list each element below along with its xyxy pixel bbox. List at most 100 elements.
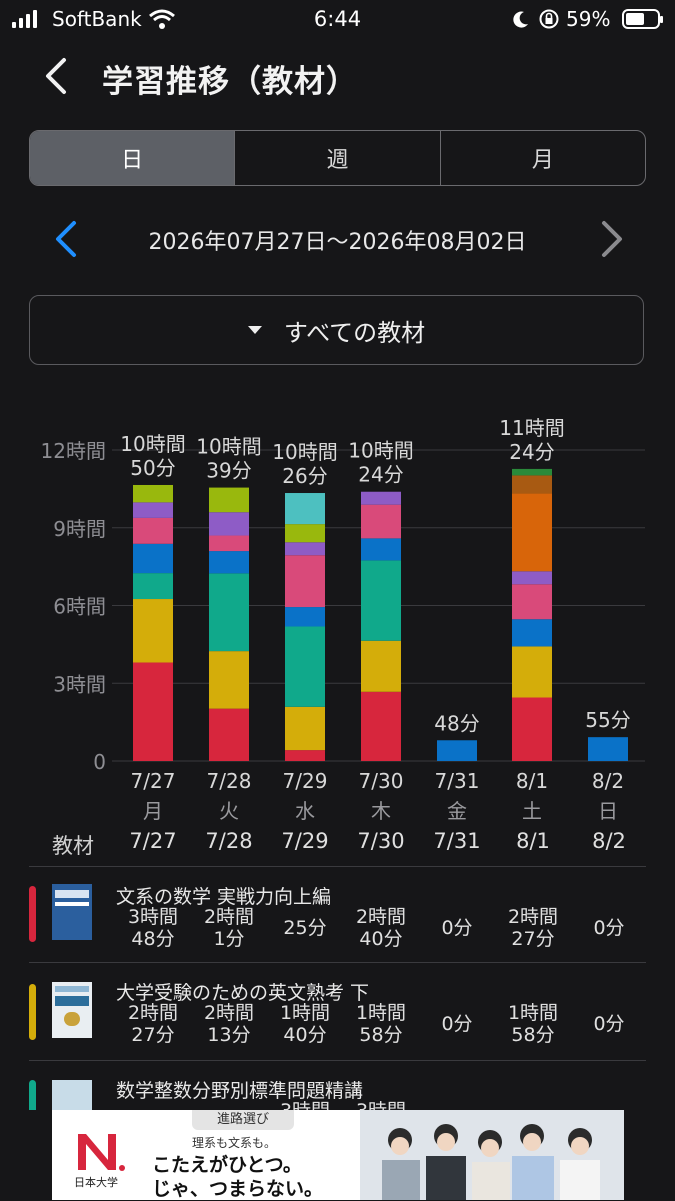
bar-segment bbox=[512, 697, 552, 761]
bar-segment bbox=[285, 524, 325, 543]
cell-hours: 2時間 bbox=[507, 906, 559, 928]
bar-total-label: 55分 bbox=[585, 708, 630, 732]
cell-minutes: 40分 bbox=[359, 928, 403, 950]
bar-segment bbox=[588, 737, 628, 761]
bar-segment bbox=[209, 487, 249, 513]
book-cover-thumbnail bbox=[52, 982, 92, 1038]
dropdown-triangle-icon bbox=[247, 326, 262, 334]
y-tick-label: 9時間 bbox=[53, 517, 106, 541]
cell-minutes: 25分 bbox=[283, 917, 327, 939]
moon-icon bbox=[513, 11, 528, 28]
x-weekday-label: 月 bbox=[143, 799, 163, 823]
divider bbox=[29, 1060, 646, 1061]
wifi-icon bbox=[149, 9, 175, 29]
bar-segment bbox=[512, 646, 552, 698]
x-weekday-label: 日 bbox=[598, 799, 618, 823]
bar-total-label: 39分 bbox=[206, 459, 251, 483]
bar-segment bbox=[209, 651, 249, 709]
cell-minutes: 0分 bbox=[593, 917, 625, 939]
cell-minutes: 27分 bbox=[131, 1024, 175, 1046]
bar-total-label: 48分 bbox=[434, 711, 479, 735]
divider bbox=[29, 962, 646, 963]
divider bbox=[29, 866, 646, 867]
x-category-label: 7/30 bbox=[359, 769, 404, 793]
cell-minutes: 58分 bbox=[511, 1024, 555, 1046]
cell-minutes: 58分 bbox=[359, 1024, 403, 1046]
cell-minutes: 48分 bbox=[131, 928, 175, 950]
bar-segment bbox=[133, 573, 173, 600]
material-row[interactable]: 数学整数分野別標準問題精講 3時間 3時間 bbox=[0, 1060, 675, 1110]
color-marker bbox=[29, 1080, 36, 1110]
x-category-label: 8/1 bbox=[516, 769, 548, 793]
bar-segment bbox=[361, 491, 401, 505]
x-category-label: 7/29 bbox=[283, 769, 328, 793]
rotation-lock-icon bbox=[539, 9, 559, 29]
material-row[interactable]: 文系の数学 実戦力向上編 3時間 48分 2時間 1分 25分 2時間 40分 0分 … bbox=[0, 866, 675, 961]
y-tick-label: 6時間 bbox=[53, 595, 106, 619]
battery-icon bbox=[622, 9, 663, 29]
x-weekday-label: 木 bbox=[371, 799, 391, 823]
table-header-day: 8/1 bbox=[516, 829, 550, 853]
bar-segment bbox=[133, 517, 173, 544]
ad-banner[interactable]: 日本大学 進路選び 理系も文系も。 こたえがひとつ。 じゃ、つまらない。 bbox=[52, 1110, 624, 1200]
table-header-day: 8/2 bbox=[592, 829, 626, 853]
cell-minutes: 13分 bbox=[207, 1024, 251, 1046]
x-weekday-label: 火 bbox=[219, 799, 239, 823]
color-marker bbox=[29, 886, 36, 942]
tab-day[interactable]: 日 bbox=[30, 131, 236, 185]
x-weekday-label: 水 bbox=[295, 799, 315, 823]
bar-segment bbox=[437, 740, 477, 761]
material-name: 大学受験のための英文熟考 下 bbox=[116, 982, 370, 1004]
students-photo bbox=[360, 1110, 624, 1200]
bar-total-label: 10時間 bbox=[348, 439, 413, 463]
back-arrow-icon[interactable] bbox=[38, 56, 78, 96]
previous-week-chevron-icon[interactable] bbox=[52, 220, 82, 258]
bar-segment bbox=[285, 555, 325, 608]
university-name: 日本大学 bbox=[74, 1176, 118, 1189]
material-row[interactable]: 大学受験のための英文熟考 下 2時間 27分 2時間 13分 1時間 40分 1時間 5… bbox=[0, 962, 675, 1060]
material-name: 文系の数学 実戦力向上編 bbox=[116, 886, 332, 908]
bar-segment bbox=[361, 691, 401, 761]
cell-hours: 2時間 bbox=[203, 1002, 255, 1024]
cell-minutes: 0分 bbox=[441, 917, 473, 939]
bar-segment bbox=[512, 475, 552, 494]
bar-segment bbox=[209, 551, 249, 574]
tab-month[interactable]: 月 bbox=[531, 148, 554, 173]
bar-total-label: 24分 bbox=[509, 440, 554, 464]
next-week-chevron-icon[interactable] bbox=[596, 220, 626, 258]
bar-total-label: 11時間 bbox=[499, 416, 564, 440]
ad-copy-line2: じゃ、つまらない。 bbox=[152, 1178, 324, 1200]
bar-segment bbox=[209, 708, 249, 761]
status-bar: SoftBank 6:44 59% bbox=[0, 0, 675, 38]
bar-segment bbox=[512, 571, 552, 585]
date-range: 2026年07月27日〜2026年08月02日 bbox=[148, 230, 527, 255]
table-header-day: 7/29 bbox=[281, 829, 329, 853]
bar-segment bbox=[285, 493, 325, 525]
cell-hours: 2時間 bbox=[127, 1002, 179, 1024]
bar-segment bbox=[512, 493, 552, 572]
x-category-label: 8/2 bbox=[592, 769, 624, 793]
cell-minutes: 0分 bbox=[593, 1013, 625, 1035]
bar-segment bbox=[285, 542, 325, 556]
tab-week[interactable]: 週 bbox=[235, 131, 441, 185]
material-filter-dropdown[interactable]: すべての教材 bbox=[29, 295, 644, 365]
nihon-university-logo bbox=[78, 1134, 125, 1171]
bar-segment bbox=[285, 626, 325, 707]
bar-segment bbox=[133, 484, 173, 503]
bar-segment bbox=[133, 543, 173, 574]
bar-segment bbox=[209, 573, 249, 652]
cell-hours: 1時間 bbox=[355, 1002, 407, 1024]
table-header-day: 7/27 bbox=[129, 829, 177, 853]
cell-minutes: 1分 bbox=[213, 928, 245, 950]
y-tick-label: 12時間 bbox=[41, 439, 106, 463]
x-category-label: 7/31 bbox=[435, 769, 480, 793]
cell-hours: 3時間 bbox=[343, 1100, 419, 1110]
signal-icon bbox=[12, 10, 46, 28]
ad-subcopy: 理系も文系も。 bbox=[192, 1136, 277, 1150]
table-header: 教材 7/27 7/28 7/29 7/30 7/31 8/1 8/2 bbox=[0, 830, 675, 860]
x-category-label: 7/27 bbox=[131, 769, 176, 793]
cell-minutes: 40分 bbox=[283, 1024, 327, 1046]
cell-hours: 1時間 bbox=[279, 1002, 331, 1024]
x-category-label: 7/28 bbox=[207, 769, 252, 793]
